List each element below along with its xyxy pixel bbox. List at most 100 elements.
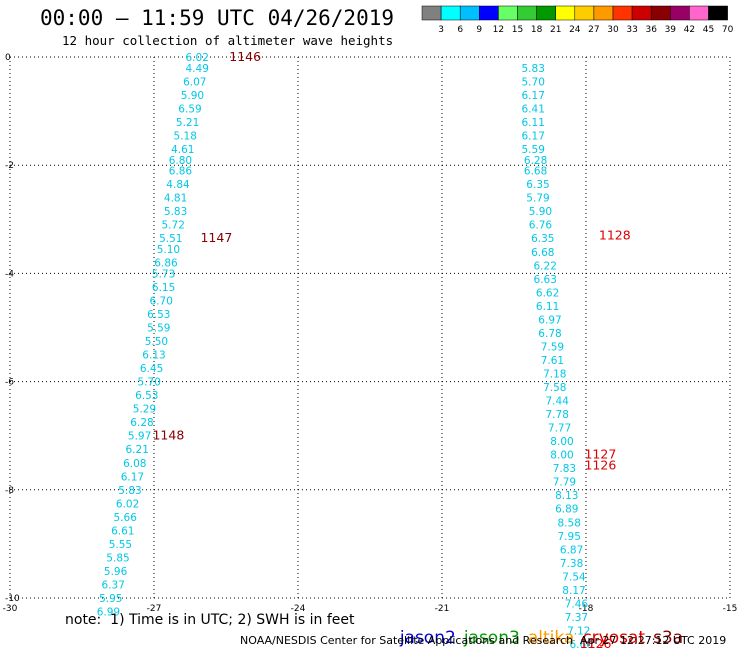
wave-height-value: 6.45	[140, 363, 163, 375]
colorbar-swatch	[517, 5, 537, 21]
wave-height-value: 6.86	[154, 258, 178, 270]
colorbar-swatch	[459, 5, 480, 21]
wave-height-value: 7.61	[541, 355, 564, 367]
wave-height-value: 7.58	[543, 382, 566, 394]
wave-height-value: 4.81	[164, 193, 187, 205]
colorbar-swatch	[440, 5, 461, 21]
wave-height-value: 5.96	[104, 566, 128, 578]
colorbar-swatch	[479, 5, 499, 21]
wave-height-value: 6.17	[121, 471, 144, 483]
pass-time-label: 1126	[584, 457, 616, 472]
wave-height-value: 5.59	[522, 144, 545, 156]
wave-height-value: 6.70	[150, 295, 173, 307]
y-tick-label: 0	[5, 53, 11, 63]
wave-height-value: 6.68	[524, 166, 547, 178]
footer-note: note: 1) Time is in UTC; 2) SWH is in fe…	[65, 612, 355, 628]
wave-height-value: 6.61	[111, 525, 134, 537]
colorbar-swatch	[421, 5, 442, 21]
wave-height-value: 6.17	[522, 90, 545, 102]
colorbar-label: 42	[684, 25, 695, 35]
colorbar-swatch	[536, 5, 556, 21]
wave-height-value: 6.76	[529, 220, 553, 232]
colorbar-swatch	[689, 5, 709, 21]
colorbar-label: 70	[722, 25, 734, 35]
wave-height-value: 6.22	[534, 260, 557, 272]
wave-height-value: 6.28	[524, 155, 547, 167]
wave-height-value: 7.83	[553, 463, 576, 475]
wave-height-value: 7.46	[565, 598, 589, 610]
wave-height-value: 6.86	[169, 166, 193, 178]
colorbar-label: 15	[512, 25, 523, 35]
wave-height-value: 5.70	[138, 377, 161, 389]
wave-height-value: 6.37	[102, 579, 125, 591]
wave-height-value: 6.17	[522, 130, 545, 142]
wave-height-value: 7.95	[558, 531, 581, 543]
colorbar-label: 6	[457, 25, 463, 35]
colorbar-label: 9	[476, 25, 482, 35]
wave-height-value: 6.63	[534, 274, 557, 286]
wave-height-value: 6.02	[116, 498, 139, 510]
y-tick-label: -4	[5, 269, 14, 279]
x-tick-label: -21	[435, 604, 450, 614]
colorbar-swatch	[708, 5, 728, 21]
wave-height-value: 6.15	[152, 282, 175, 294]
legend-altika: altika	[527, 628, 575, 648]
wave-height-value: 8.58	[558, 517, 581, 529]
x-tick-label: -18	[579, 604, 594, 614]
colorbar-swatch	[574, 5, 595, 21]
wave-height-value: 6.07	[183, 76, 206, 88]
credit-text: NOAA/NESDIS Center for Satellite Applica…	[240, 634, 574, 647]
wave-height-value: 5.21	[176, 117, 199, 129]
wave-height-value: 6.97	[538, 314, 561, 326]
wave-height-value: 6.68	[531, 247, 554, 259]
pass-time-label: 1147	[200, 230, 232, 245]
wave-height-value: 6.35	[526, 179, 549, 191]
wave-height-value: 5.83	[522, 63, 545, 75]
wave-height-value: 6.08	[123, 458, 146, 470]
wave-height-value: 6.41	[522, 103, 545, 115]
wave-height-value: 5.79	[526, 193, 549, 205]
colorbar-label: 18	[531, 25, 543, 35]
wave-height-value: 8.17	[562, 585, 585, 597]
wave-height-value: 7.59	[541, 341, 564, 353]
wave-height-value: 7.38	[560, 558, 583, 570]
colorbar-swatch	[498, 5, 518, 21]
colorbar-label: 27	[588, 25, 599, 35]
chart-title: 00:00 – 11:59 UTC 04/26/2019	[40, 6, 395, 30]
wave-height-value: 5.51	[159, 233, 182, 245]
wave-height-value: 6.53	[135, 390, 158, 402]
colorbar-label: 21	[550, 25, 561, 35]
pass-time-label: 1128	[599, 228, 631, 243]
wave-height-value: 7.54	[562, 571, 586, 583]
colorbar-label: 12	[493, 25, 504, 35]
satellite-legend: jason2 jason3 altika cryosat s3a	[389, 608, 691, 648]
wave-height-value: 6.53	[147, 309, 170, 321]
wave-height-value: 5.29	[133, 404, 156, 416]
legend-cryosat: cryosat	[582, 628, 646, 648]
wave-height-value: 6.02	[186, 52, 209, 64]
wave-height-value: 6.99	[97, 607, 120, 619]
wave-height-value: 5.18	[174, 130, 197, 142]
colorbar-swatch	[555, 5, 576, 21]
wave-height-value: 4.84	[166, 179, 190, 191]
colorbar-label: 24	[569, 25, 581, 35]
pass-time-label: 1148	[152, 428, 184, 443]
wave-height-value: 6.87	[560, 544, 583, 556]
wave-height-value: 5.59	[147, 323, 170, 335]
wave-height-value: 7.77	[548, 423, 571, 435]
wave-height-value: 5.70	[522, 76, 545, 88]
wave-height-value: 6.35	[531, 233, 554, 245]
wave-height-value: 6.89	[555, 504, 578, 516]
wave-height-value: 8.13	[555, 490, 578, 502]
colorbar-label: 33	[626, 25, 637, 35]
colorbar-swatch	[670, 5, 690, 21]
wave-height-value: 6.78	[538, 328, 561, 340]
wave-height-value: 4.49	[186, 63, 209, 75]
legend-jason2: jason2	[399, 628, 456, 648]
wave-height-value: 6.21	[126, 444, 149, 456]
wave-height-value: 7.37	[565, 612, 588, 624]
wave-height-value: 6.62	[536, 287, 559, 299]
wave-height-value: 6.13	[142, 350, 165, 362]
colorbar-swatch	[631, 5, 652, 21]
wave-height-value: 6.11	[536, 301, 559, 313]
